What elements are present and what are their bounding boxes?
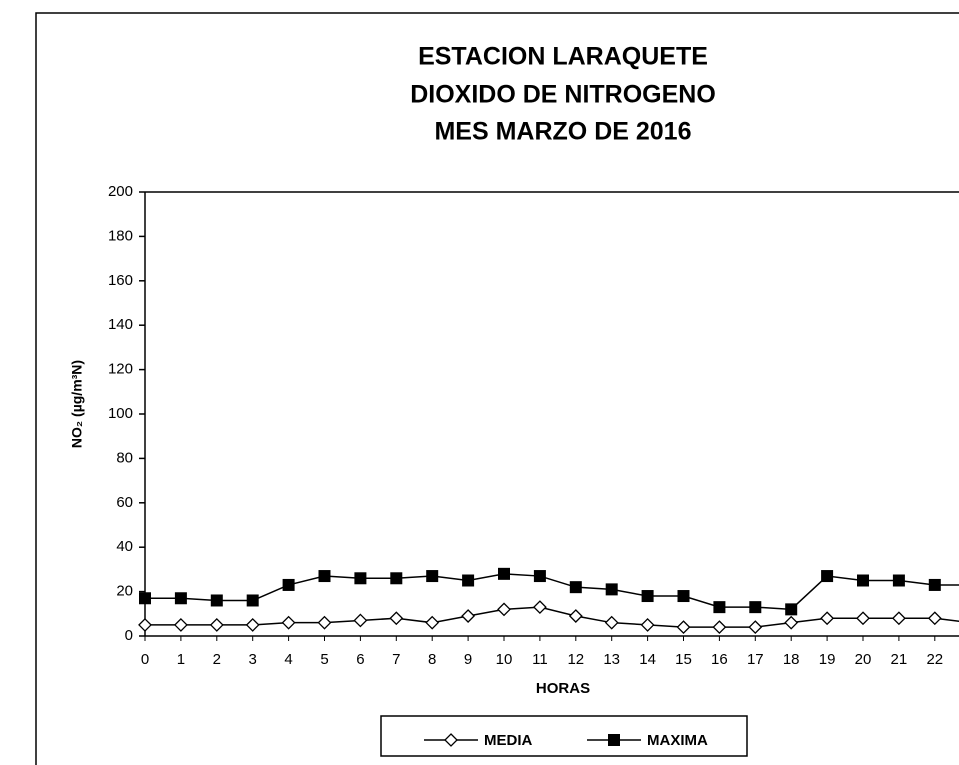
marker-diamond [353,613,368,628]
marker-square [318,570,331,583]
marker-square [462,574,475,587]
marker-diamond [532,600,547,615]
marker-diamond [568,609,583,623]
x-tick-label: 7 [392,651,400,668]
y-tick-label: 140 [108,316,133,333]
title-line: ESTACION LARAQUETE [418,43,708,71]
marker-diamond [461,609,476,623]
x-tick-label: 5 [320,651,328,668]
x-tick-label: 0 [141,651,149,668]
marker-square [677,590,690,603]
marker-diamond [389,611,404,626]
marker-diamond [748,620,763,635]
x-tick-label: 17 [747,651,764,668]
marker-diamond [281,615,296,630]
title-line: DIOXIDO DE NITROGENO [410,81,716,109]
marker-square [641,590,654,603]
legend-marker [444,733,458,747]
marker-square [390,572,403,585]
marker-diamond [173,617,188,632]
x-tick-label: 16 [711,651,728,668]
legend-label: MEDIA [484,732,533,749]
marker-square [139,592,151,605]
x-tick-label: 3 [249,651,257,668]
marker-square [857,574,869,587]
marker-square [533,570,546,583]
marker-square [282,578,295,591]
y-axis-label: NO₂ (µg/m³N) [69,360,85,448]
marker-square [605,583,618,596]
marker-square [785,603,798,616]
marker-diamond [676,620,691,635]
x-tick-label: 18 [783,651,800,668]
x-tick-label: 12 [567,651,584,668]
marker-diamond [497,602,511,617]
series-line [145,573,959,611]
marker-diamond [138,617,152,632]
x-tick-label: 1 [177,651,185,668]
marker-diamond [927,611,942,626]
marker-square [498,567,510,580]
marker-square [892,574,905,587]
x-tick-label: 19 [819,651,836,668]
y-tick-label: 40 [116,538,133,555]
y-tick-label: 180 [108,227,133,244]
marker-diamond [245,617,260,632]
marker-square [749,601,762,614]
x-tick-label: 21 [891,651,908,668]
x-tick-label: 6 [356,651,364,668]
marker-diamond [784,615,799,630]
marker-square [174,592,187,605]
marker-diamond [425,615,440,630]
x-tick-label: 20 [855,651,872,668]
marker-square [354,572,367,585]
y-tick-label: 60 [116,494,133,511]
x-axis-label: HORAS [536,680,590,697]
marker-diamond [209,617,224,632]
x-tick-label: 9 [464,651,472,668]
y-tick-label: 160 [108,272,133,289]
marker-diamond [712,620,727,635]
marker-square [569,581,582,594]
legend [380,715,748,757]
y-tick-label: 120 [108,361,133,378]
y-tick-label: 200 [108,183,133,200]
marker-diamond [640,617,655,632]
marker-square [426,570,439,583]
title-line: MES MARZO DE 2016 [434,118,691,146]
x-tick-label: 10 [496,651,513,668]
marker-square [713,601,726,614]
x-tick-label: 4 [284,651,292,668]
marker-square [928,578,941,591]
x-tick-label: 11 [532,651,548,668]
marker-diamond [317,615,332,630]
y-tick-label: 80 [116,449,133,466]
x-tick-label: 22 [926,651,943,668]
marker-square [821,570,834,583]
x-tick-label: 2 [213,651,221,668]
x-tick-label: 15 [675,651,692,668]
y-tick-label: 20 [116,583,133,600]
marker-diamond [856,611,870,626]
marker-square [246,594,259,607]
x-tick-label: 13 [603,651,620,668]
marker-square [210,594,223,607]
marker-diamond [604,615,619,630]
y-tick-label: 100 [108,405,133,422]
marker-diamond [820,611,835,626]
x-tick-label: 14 [639,651,656,668]
legend-marker [608,734,620,746]
series-line [145,606,959,628]
x-tick-label: 8 [428,651,436,668]
legend-label: MAXIMA [647,732,708,749]
y-tick-label: 0 [125,627,133,644]
chart-frame [35,12,959,765]
marker-diamond [891,611,906,626]
